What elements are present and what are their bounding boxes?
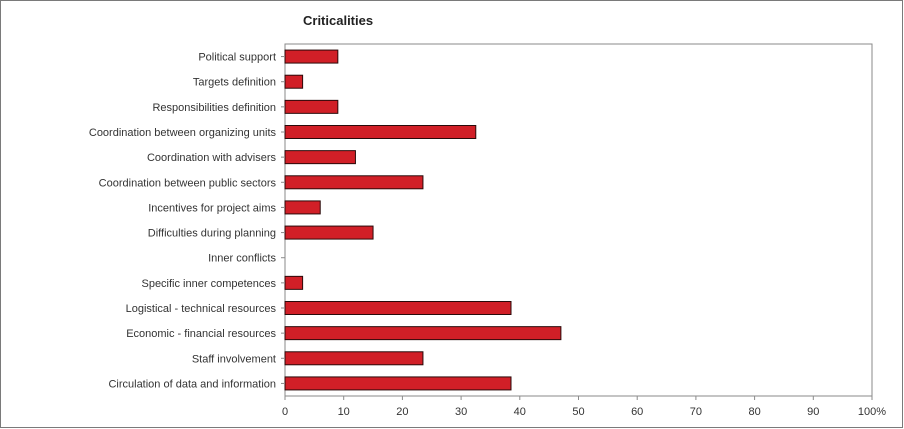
x-tick-label: 90 (807, 406, 819, 418)
x-tick-label: 20 (396, 406, 408, 418)
bar (284, 49, 339, 64)
x-tick-label: 70 (690, 406, 702, 418)
x-tick-label: 50 (572, 406, 584, 418)
bar (284, 376, 512, 391)
bar (284, 351, 424, 366)
bar (284, 125, 477, 139)
bar (284, 150, 356, 165)
bar (284, 326, 562, 341)
bar (284, 275, 304, 290)
x-tick-label: 30 (455, 406, 467, 418)
category-label: Specific inner competences (141, 278, 276, 290)
category-label: Coordination between organizing units (89, 127, 277, 139)
bar (284, 225, 374, 240)
category-label: Targets definition (193, 77, 276, 89)
bar (284, 200, 321, 215)
category-label: Difficulties during planning (148, 228, 276, 240)
bar (284, 99, 339, 114)
category-label: Coordination with advisers (147, 152, 277, 164)
x-tick-label: 60 (631, 406, 643, 418)
category-label: Coordination between public sectors (99, 177, 277, 189)
x-tick-label: 10 (338, 406, 350, 418)
x-tick-label: 0 (282, 406, 288, 418)
bar (284, 301, 512, 315)
category-label: Political support (198, 52, 276, 64)
category-label: Responsibilities definition (152, 102, 276, 114)
x-tick-label: 100% (858, 406, 886, 418)
category-label: Inner conflicts (208, 253, 276, 265)
plot-area (284, 43, 873, 397)
bar (284, 74, 304, 89)
category-label: Circulation of data and information (108, 378, 276, 390)
category-label: Economic - financial resources (126, 328, 276, 340)
category-label: Staff involvement (192, 353, 276, 365)
x-tick-label: 40 (514, 406, 526, 418)
chart-title: Criticalities (303, 13, 374, 28)
category-label: Logistical - technical resources (126, 303, 277, 315)
bar (284, 175, 424, 190)
x-tick-label: 80 (748, 406, 760, 418)
category-label: Incentives for project aims (148, 202, 276, 214)
